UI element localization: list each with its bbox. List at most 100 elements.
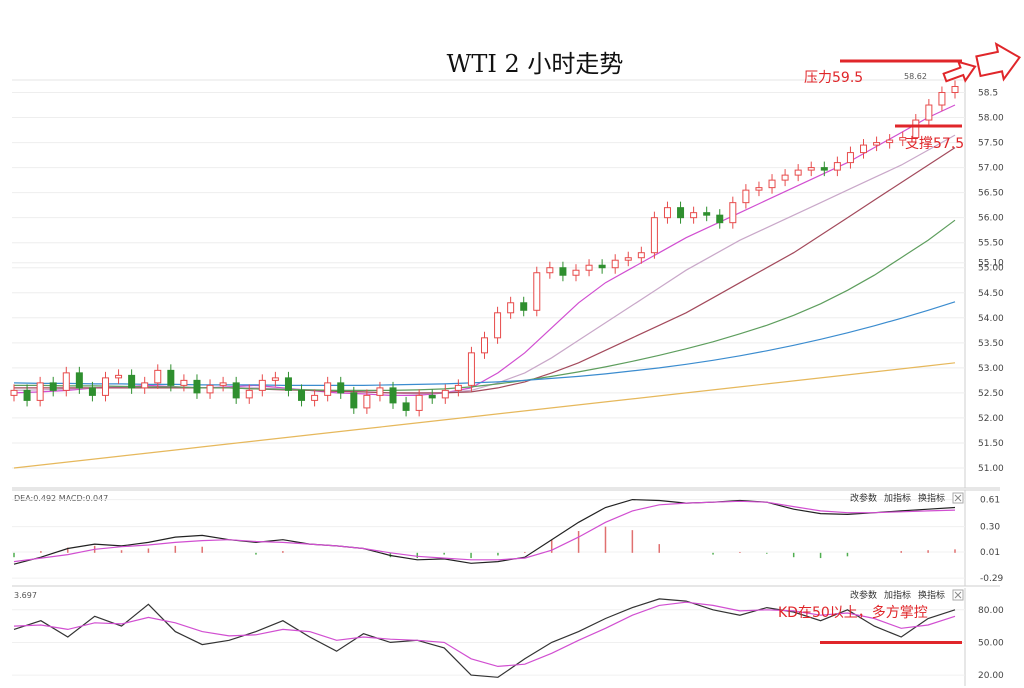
- candle-body: [298, 389, 306, 401]
- candle-body: [389, 387, 397, 404]
- macd-add-indicator-button[interactable]: 加指标: [884, 492, 911, 504]
- main-y-tick-label: 58.00: [978, 114, 1004, 124]
- candle-body: [703, 212, 711, 216]
- kd-lines: [13, 598, 956, 678]
- macd-y-tick-label: -0.29: [980, 574, 1004, 584]
- kd-panel: 3.697 80.00 50.00 20.00 改参数 加指标 换指标 KD在50以…: [12, 588, 1004, 686]
- candle-body: [507, 302, 515, 314]
- candle-body: [833, 162, 841, 171]
- candlesticks: [10, 80, 959, 417]
- kd-y-tick-label: 50.00: [978, 638, 1004, 648]
- candle-body: [768, 179, 776, 189]
- candle-body: [49, 382, 57, 391]
- kd-close-icon[interactable]: [952, 589, 964, 601]
- candle-body: [324, 382, 332, 396]
- candle-body: [284, 377, 292, 391]
- macd-dif-line: [13, 498, 956, 565]
- main-y-tick-label: 52.50: [978, 389, 1004, 399]
- main-y-tick-label: 54.00: [978, 314, 1004, 324]
- candle-body: [402, 402, 410, 411]
- kd-add-indicator-button[interactable]: 加指标: [884, 589, 911, 601]
- candle-body: [925, 104, 933, 121]
- candle-body: [193, 379, 201, 394]
- main-y-tick-label: 55.50: [978, 239, 1004, 249]
- candle-body: [624, 257, 632, 261]
- main-y-tick-label: 58.5: [978, 89, 998, 99]
- kd-d-line: [13, 601, 956, 668]
- arrow-icon-large: [975, 41, 1021, 82]
- candle-body: [755, 187, 763, 191]
- macd-lines: [13, 498, 956, 565]
- macd-y-tick-label: 0.01: [980, 548, 1000, 558]
- main-grid: [12, 92, 965, 469]
- candle-body: [585, 264, 593, 271]
- main-y-tick-label: 53.50: [978, 339, 1004, 349]
- candle-body: [154, 369, 162, 384]
- kd-header: 3.697: [14, 591, 37, 600]
- candle-body: [912, 119, 920, 139]
- kd-y-axis: 80.00 50.00 20.00: [978, 606, 1004, 681]
- candle-body: [141, 382, 149, 389]
- candle-body: [951, 86, 959, 94]
- kd-switch-indicator-button[interactable]: 换指标: [918, 589, 945, 601]
- candle-body: [598, 264, 606, 269]
- candle-body: [62, 372, 70, 391]
- main-y-tick-label: 51.00: [978, 464, 1004, 474]
- candle-body: [546, 267, 554, 274]
- candle-body: [10, 389, 18, 396]
- chart-title: WTI 2 小时走势: [447, 50, 624, 78]
- candle-body: [75, 372, 83, 389]
- candle-body: [481, 337, 488, 354]
- main-y-tick-label: 55.00: [978, 264, 1004, 274]
- main-y-tick-label: 51.50: [978, 439, 1004, 449]
- candle-body: [23, 389, 31, 401]
- candle-body: [101, 377, 109, 396]
- kd-y-tick-label: 20.00: [978, 671, 1004, 681]
- moving-average-lines: [13, 104, 956, 469]
- main-y-tick-label: 56.50: [978, 189, 1004, 199]
- candle-body: [88, 387, 96, 396]
- kd-panel-buttons: 改参数 加指标 换指标: [850, 589, 964, 601]
- resistance-label: 压力59.5: [804, 70, 863, 86]
- candle-body: [428, 394, 436, 399]
- candle-body: [860, 144, 868, 154]
- candle-body: [337, 382, 345, 394]
- kd-grid: [12, 609, 965, 676]
- candle-body: [206, 384, 214, 394]
- candle-body: [729, 202, 737, 224]
- candle-body: [219, 382, 227, 386]
- candle-body: [311, 394, 319, 401]
- kd-edit-params-button[interactable]: 改参数: [850, 589, 877, 601]
- moving-average-line: [13, 362, 956, 469]
- arrow-icon-small: [942, 60, 977, 83]
- kd-annotation: KD在50以上，多方掌控: [778, 604, 928, 621]
- main-y-tick-label: 54.50: [978, 289, 1004, 299]
- candle-body: [36, 382, 44, 401]
- macd-header: DEA:0.492 MACD:0.047: [14, 494, 108, 503]
- last-price-label: 58.62: [904, 72, 927, 81]
- main-panel: 58.558.0057.5057.0056.5056.0055.5055.105…: [10, 79, 1004, 489]
- main-y-axis: 58.558.0057.5057.0056.5056.0055.5055.105…: [978, 89, 1004, 474]
- candle-body: [258, 379, 266, 391]
- main-y-tick-label: 52.00: [978, 414, 1004, 424]
- candle-body: [128, 374, 136, 389]
- support-label: 支撑57.5: [905, 136, 964, 152]
- main-y-tick-label: 57.50: [978, 139, 1004, 149]
- candle-body: [232, 382, 240, 399]
- macd-switch-indicator-button[interactable]: 换指标: [918, 492, 945, 504]
- candle-body: [637, 252, 645, 259]
- macd-close-icon[interactable]: [952, 492, 964, 504]
- candle-body: [690, 212, 698, 219]
- candle-body: [820, 167, 828, 171]
- annotations: 压力59.5 支撑57.5 58.62: [804, 41, 1021, 152]
- macd-y-tick-label: 0.61: [980, 496, 1000, 506]
- macd-panel: DEA:0.492 MACD:0.047 0.61 0.30 0.01 -0.29 改…: [12, 489, 1004, 587]
- macd-edit-params-button[interactable]: 改参数: [850, 492, 877, 504]
- candle-body: [245, 389, 253, 399]
- candle-body: [454, 384, 462, 391]
- candle-body: [415, 394, 423, 411]
- candle-body: [663, 207, 671, 219]
- candle-body: [363, 394, 371, 409]
- main-y-tick-label: 56.00: [978, 214, 1004, 224]
